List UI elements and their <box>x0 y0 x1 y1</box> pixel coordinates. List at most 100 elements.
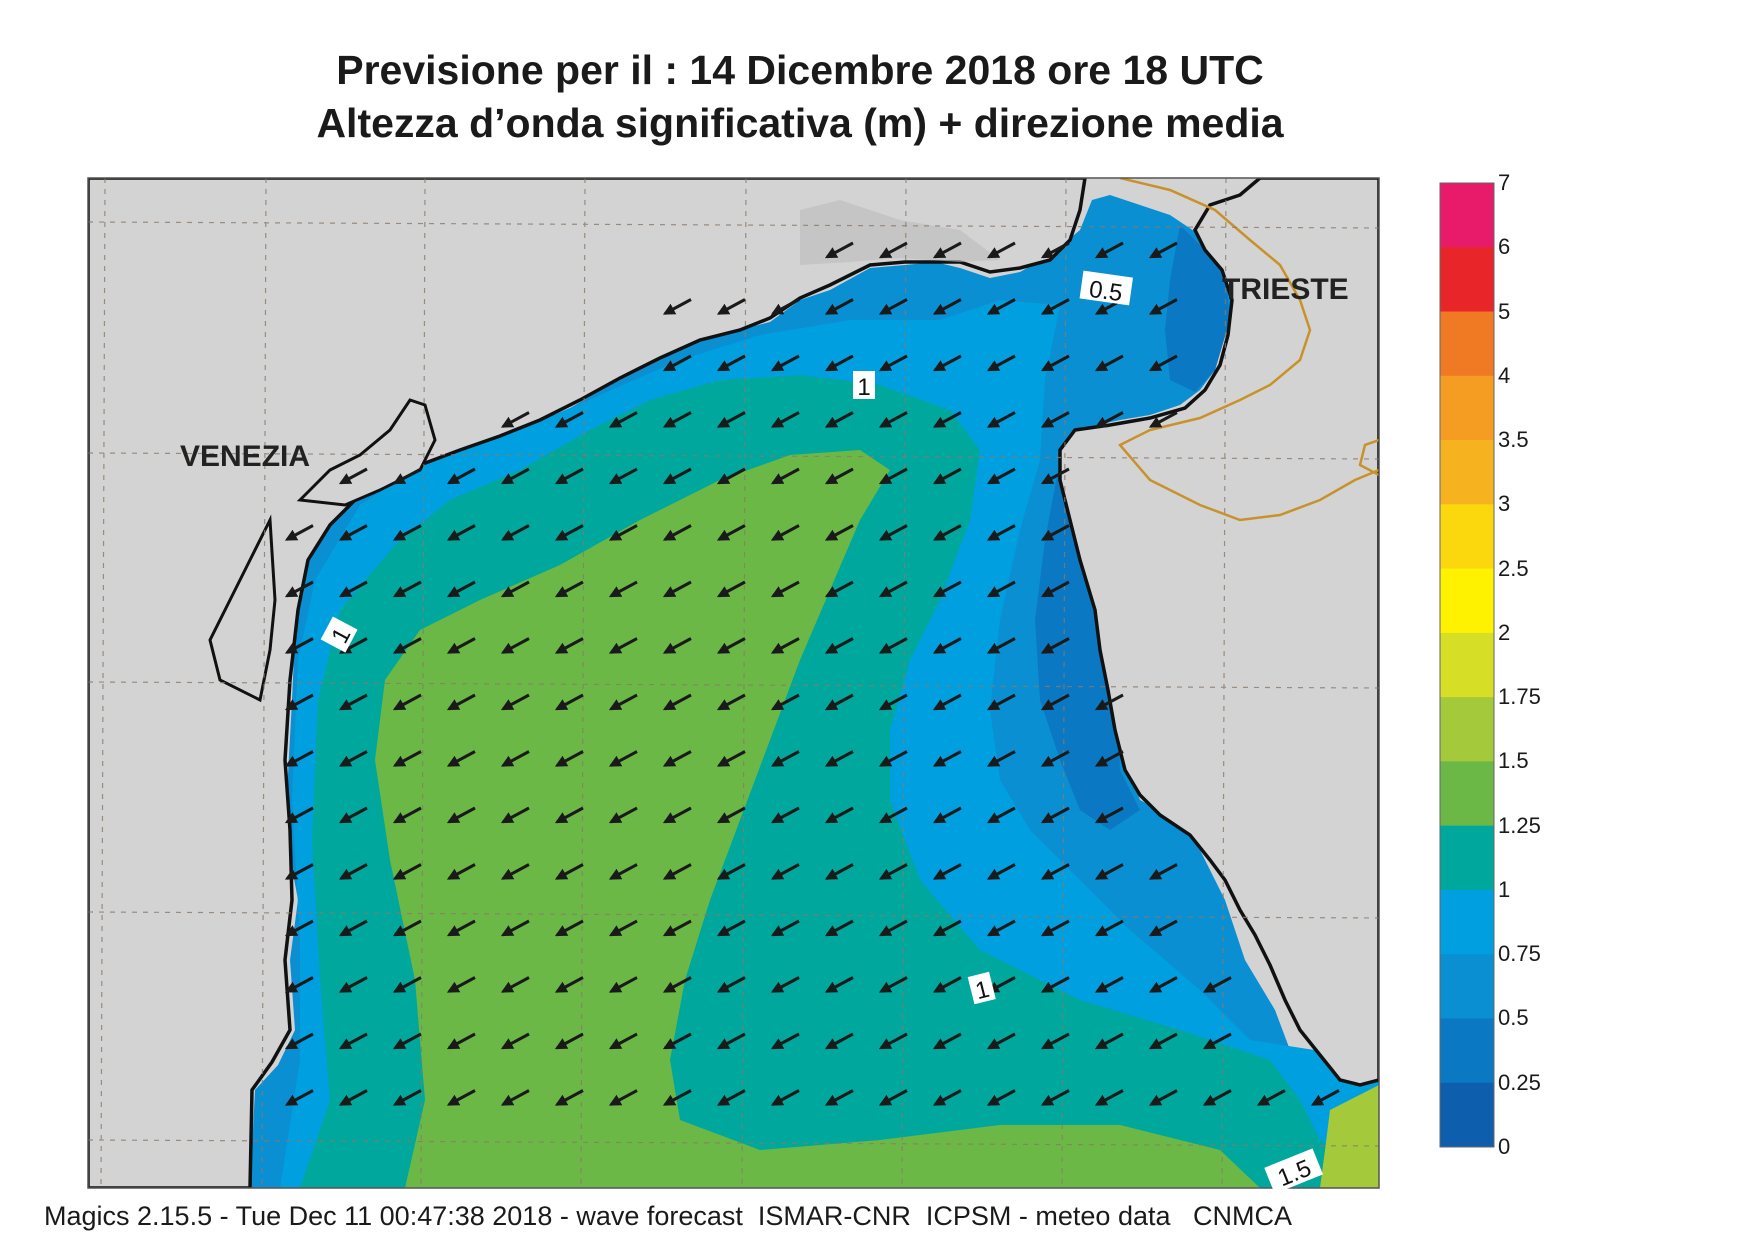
direction-arrow <box>878 241 908 259</box>
direction-arrow <box>1040 693 1070 711</box>
direction-arrow <box>392 750 422 767</box>
direction-arrow <box>824 976 854 993</box>
direction-arrow <box>878 1032 908 1050</box>
direction-arrow <box>986 750 1016 767</box>
direction-arrow <box>770 919 800 937</box>
direction-arrow <box>878 919 908 937</box>
direction-arrow <box>284 919 314 937</box>
direction-arrow <box>986 1089 1016 1106</box>
direction-arrow <box>770 1032 800 1050</box>
color-bar-label: 3 <box>1498 491 1511 517</box>
direction-arrow <box>824 354 854 372</box>
direction-arrow <box>608 919 638 937</box>
direction-arrow <box>932 241 962 259</box>
direction-arrow <box>878 693 908 711</box>
direction-arrow <box>554 1032 584 1050</box>
color-bar-label: 7 <box>1498 170 1511 195</box>
direction-arrow <box>500 976 530 993</box>
direction-arrow <box>554 524 584 541</box>
direction-arrow <box>446 1032 476 1050</box>
color-bar-segment <box>1440 889 1494 955</box>
direction-arrow <box>824 637 854 654</box>
direction-arrow <box>716 524 746 541</box>
direction-arrow <box>932 863 962 880</box>
direction-arrow <box>1040 354 1070 372</box>
direction-arrow <box>932 524 962 541</box>
direction-arrow <box>500 750 530 767</box>
direction-arrow <box>986 806 1016 824</box>
direction-arrow <box>716 750 746 767</box>
direction-arrow <box>554 693 584 711</box>
color-bar-label: 1.75 <box>1498 684 1541 710</box>
direction-arrow <box>608 580 638 598</box>
direction-arrow <box>716 806 746 824</box>
direction-arrow <box>770 411 800 428</box>
direction-arrow <box>284 806 314 824</box>
direction-arrow <box>392 637 422 654</box>
direction-arrow <box>608 524 638 541</box>
direction-arrow <box>392 693 422 711</box>
direction-arrow <box>878 298 908 315</box>
color-bar-label: 0.75 <box>1498 941 1541 967</box>
direction-arrow <box>716 467 746 485</box>
direction-arrow <box>716 298 746 315</box>
direction-arrow <box>392 580 422 598</box>
direction-arrow <box>878 976 908 993</box>
direction-arrow <box>662 1089 692 1106</box>
direction-arrow <box>878 637 908 654</box>
direction-arrow <box>1040 1032 1070 1050</box>
direction-arrow <box>500 411 530 428</box>
direction-arrow <box>824 411 854 428</box>
title-line-1: Previsione per il : 14 Dicembre 2018 ore… <box>336 47 1264 93</box>
direction-arrow <box>716 863 746 880</box>
svg-text:0.5: 0.5 <box>1087 276 1124 307</box>
direction-arrow <box>716 976 746 993</box>
direction-arrow <box>554 1089 584 1106</box>
direction-arrow <box>1148 354 1178 372</box>
direction-arrow <box>392 524 422 541</box>
contour-label-1-north: 1 <box>853 371 875 401</box>
direction-arrow <box>554 467 584 485</box>
direction-arrow <box>554 806 584 824</box>
direction-arrow <box>608 1089 638 1106</box>
direction-arrow <box>932 693 962 711</box>
color-bar-segment <box>1440 1082 1494 1148</box>
direction-arrow <box>770 467 800 485</box>
city-label-venezia: VENEZIA <box>180 440 311 473</box>
direction-arrow <box>932 354 962 372</box>
direction-arrows <box>284 241 1340 1106</box>
direction-arrow <box>284 1089 314 1106</box>
direction-arrow <box>554 580 584 598</box>
direction-arrow <box>770 806 800 824</box>
direction-arrow <box>770 750 800 767</box>
direction-arrow <box>554 750 584 767</box>
direction-arrow <box>1202 1089 1232 1106</box>
direction-arrow <box>716 693 746 711</box>
color-bar-label: 5 <box>1498 298 1511 324</box>
direction-arrow <box>338 806 368 824</box>
color-bar <box>1439 182 1495 1148</box>
color-bar-label: 2.5 <box>1498 555 1529 581</box>
direction-arrow <box>932 580 962 598</box>
color-bar-label: 1 <box>1498 876 1511 902</box>
direction-arrow <box>824 580 854 598</box>
direction-arrow <box>824 524 854 541</box>
direction-arrow <box>986 241 1016 259</box>
direction-arrow <box>878 524 908 541</box>
color-bar-segment <box>1440 1018 1494 1084</box>
direction-arrow <box>986 580 1016 598</box>
direction-arrow <box>1148 1089 1178 1106</box>
direction-arrow <box>1094 693 1124 711</box>
direction-arrow <box>662 806 692 824</box>
direction-arrow <box>1040 806 1070 824</box>
band-1-50 <box>1320 1085 1379 1188</box>
direction-arrow <box>770 637 800 654</box>
direction-arrow <box>608 1032 638 1050</box>
map-frame <box>87 177 1380 1189</box>
direction-arrow <box>500 919 530 937</box>
direction-arrow <box>932 1089 962 1106</box>
direction-arrow <box>500 467 530 485</box>
direction-arrow <box>1202 1032 1232 1050</box>
direction-arrow <box>446 524 476 541</box>
direction-arrow <box>446 693 476 711</box>
